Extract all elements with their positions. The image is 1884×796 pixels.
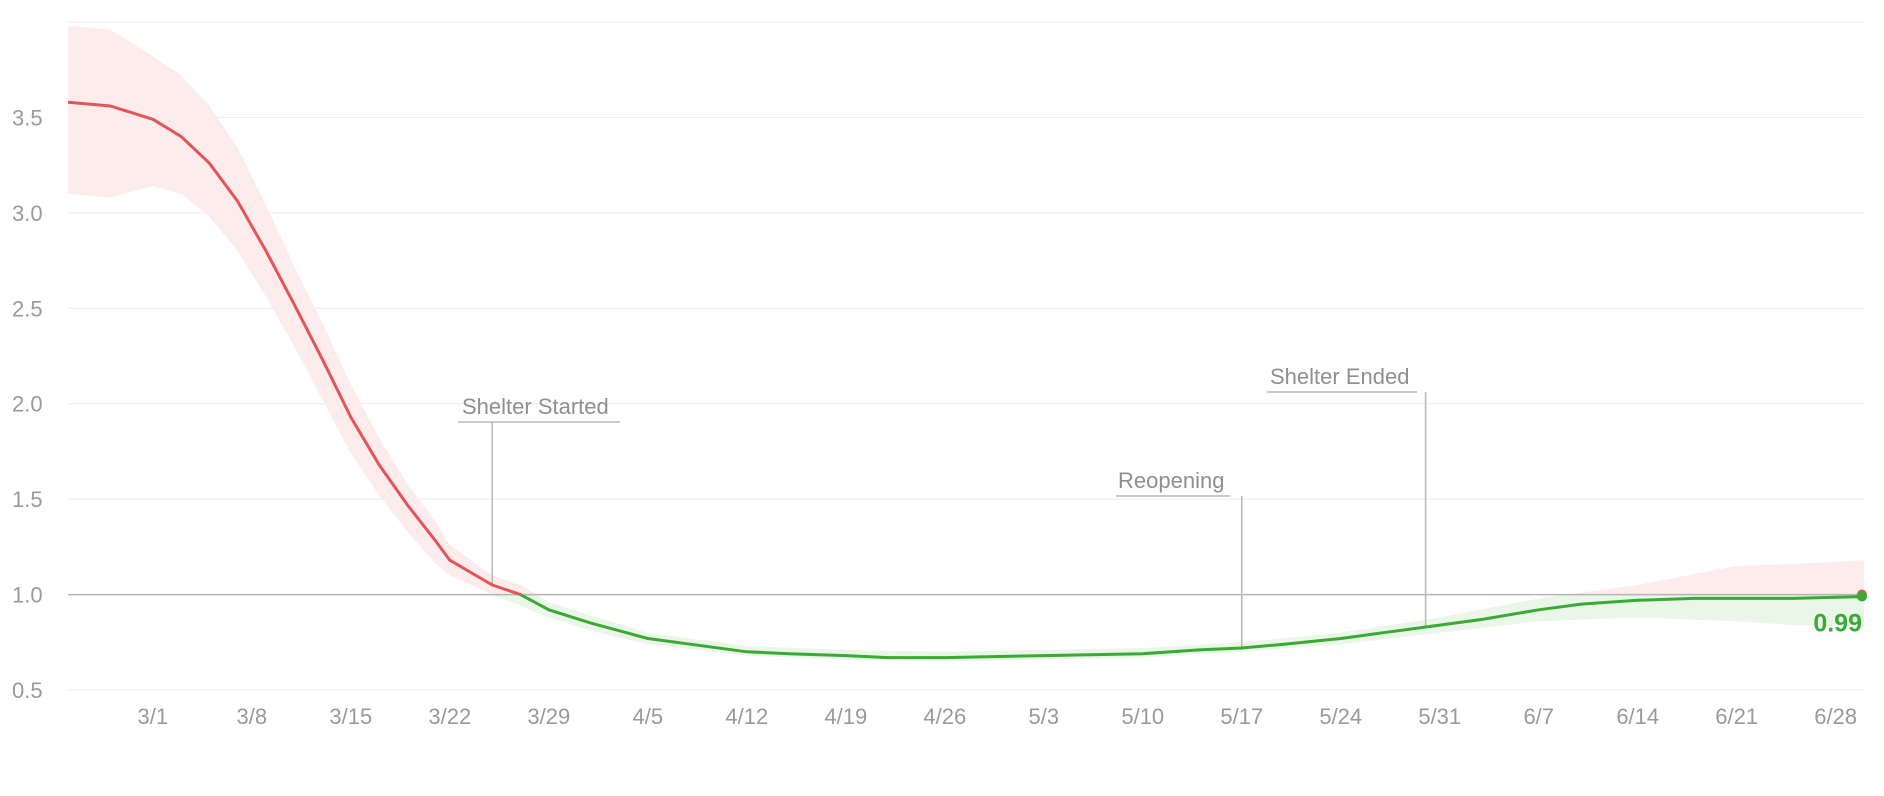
y-tick-label: 3.0 [12, 201, 43, 226]
series-line-below [515, 594, 1865, 660]
y-tick-label: 3.5 [12, 105, 43, 130]
x-tick-label: 6/28 [1814, 704, 1857, 729]
series-line-above [67, 100, 524, 595]
annotation-layer: Shelter Started Reopening Shelter Ended [458, 364, 1427, 649]
grid-layer [68, 21, 1864, 691]
annotation-shelter-ended: Shelter Ended [1267, 364, 1427, 628]
x-tick-label: 5/31 [1418, 704, 1461, 729]
line-layer [67, 100, 1865, 660]
tick-layer: 0.5 1.0 1.5 2.0 2.5 3.0 3.5 3/1 3/8 3/15 3/22 3/29 4… [12, 105, 1857, 729]
annotation-label: Reopening [1118, 468, 1224, 493]
x-tick-label: 4/19 [824, 704, 867, 729]
x-tick-label: 4/12 [725, 704, 768, 729]
annotation-label: Shelter Ended [1270, 364, 1409, 389]
y-tick-label: 2.0 [12, 392, 43, 417]
x-tick-label: 3/15 [329, 704, 372, 729]
band-below [492, 594, 1864, 662]
x-tick-label: 4/26 [923, 704, 966, 729]
x-tick-label: 6/21 [1715, 704, 1758, 729]
x-tick-label: 4/5 [633, 704, 664, 729]
end-marker [1857, 591, 1867, 602]
annotation-label: Shelter Started [462, 394, 609, 419]
annotation-shelter-started: Shelter Started [458, 394, 620, 586]
x-tick-label: 3/1 [138, 704, 169, 729]
x-tick-label: 6/7 [1523, 704, 1554, 729]
final-value-label: 0.99 [1813, 609, 1862, 637]
x-tick-label: 3/29 [527, 704, 570, 729]
marker-layer: 0.99 [1813, 589, 1867, 637]
band-layer [68, 25, 1864, 662]
y-tick-label: 2.5 [12, 296, 43, 321]
x-tick-label: 6/14 [1616, 704, 1659, 729]
y-tick-label: 1.0 [12, 583, 43, 608]
y-tick-label: 0.5 [12, 678, 43, 703]
x-tick-label: 5/3 [1028, 704, 1059, 729]
x-tick-label: 3/8 [237, 704, 268, 729]
x-tick-label: 5/10 [1121, 704, 1164, 729]
x-tick-label: 5/24 [1319, 704, 1362, 729]
annotation-reopening: Reopening [1116, 468, 1243, 649]
y-tick-label: 1.5 [12, 487, 43, 512]
x-tick-label: 3/22 [428, 704, 471, 729]
band-above [68, 25, 1864, 595]
x-tick-label: 5/17 [1220, 704, 1263, 729]
